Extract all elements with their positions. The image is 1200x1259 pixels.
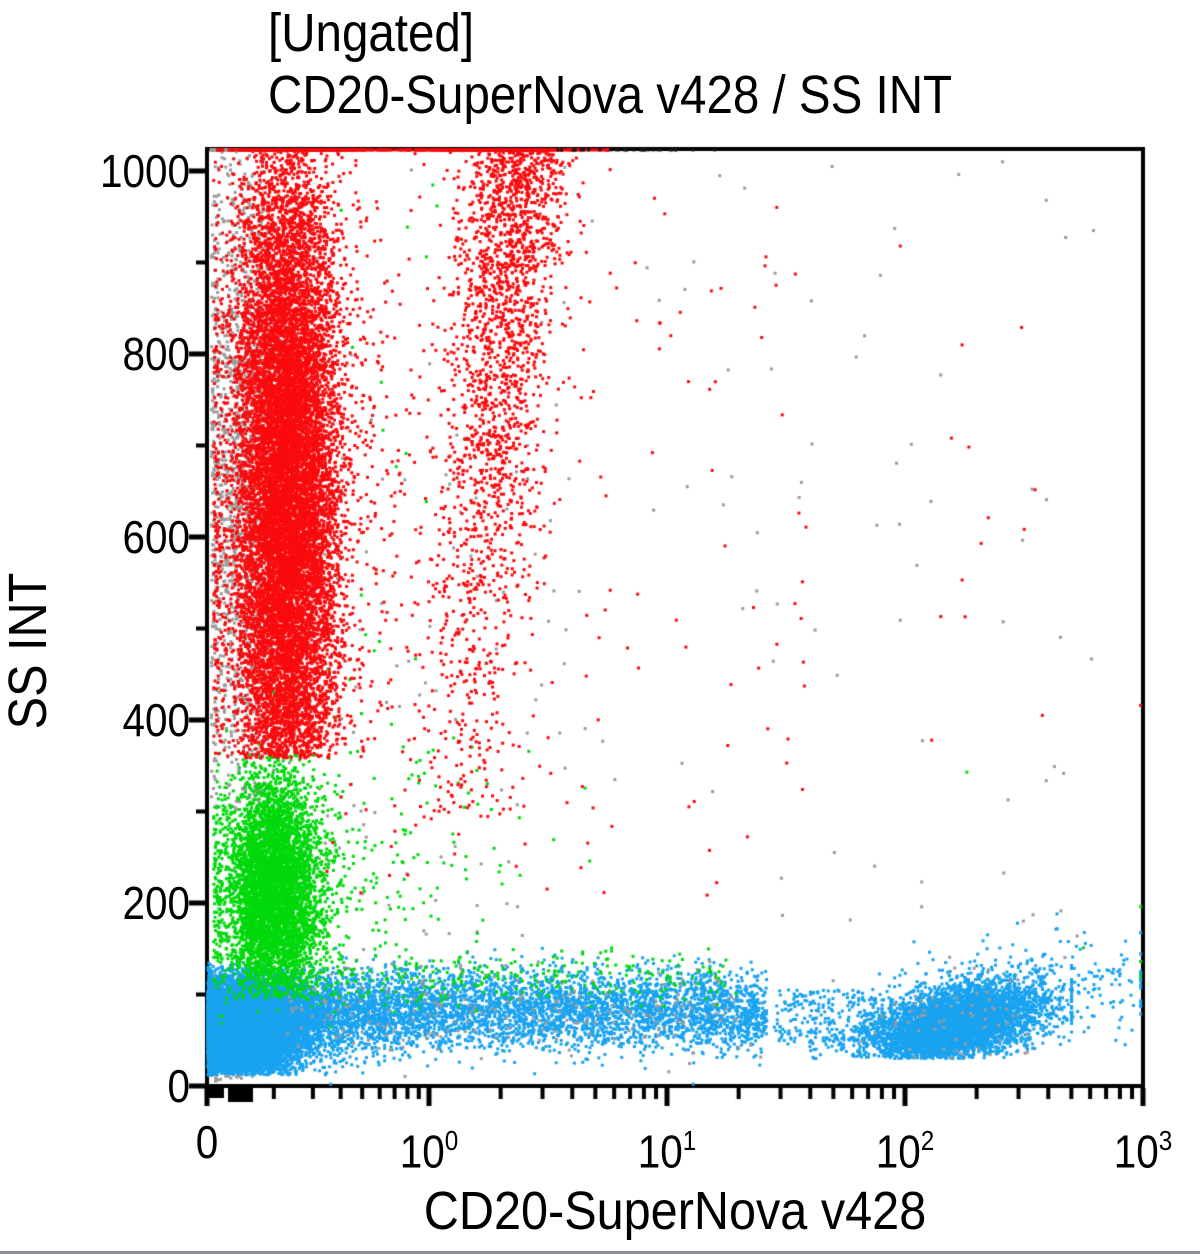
x-tick-label: 0 [195, 1116, 219, 1168]
y-tick-label: 400 [122, 693, 190, 746]
parameters-title: CD20-SuperNova v428 / SS INT [268, 65, 953, 125]
x-tick-label: 101 [637, 1124, 697, 1178]
y-tick-label: 600 [122, 510, 190, 563]
y-axis-label: SS INT [0, 572, 58, 730]
x-axis-label: CD20-SuperNova v428 [423, 1181, 927, 1241]
x-tick-label: 100 [399, 1124, 459, 1178]
x-tick-label: 102 [875, 1124, 935, 1178]
y-tick-label: 1000 [99, 144, 190, 197]
y-tick-label: 0 [167, 1060, 190, 1112]
y-tick-label: 200 [122, 876, 190, 929]
x-tick-label: 103 [1113, 1124, 1173, 1178]
gate-title: [Ungated] [268, 3, 475, 63]
y-tick-label: 800 [122, 327, 190, 380]
window-edge-line [0, 1251, 1200, 1254]
plot-title-block: [Ungated] CD20-SuperNova v428 / SS INT [268, 2, 1045, 126]
